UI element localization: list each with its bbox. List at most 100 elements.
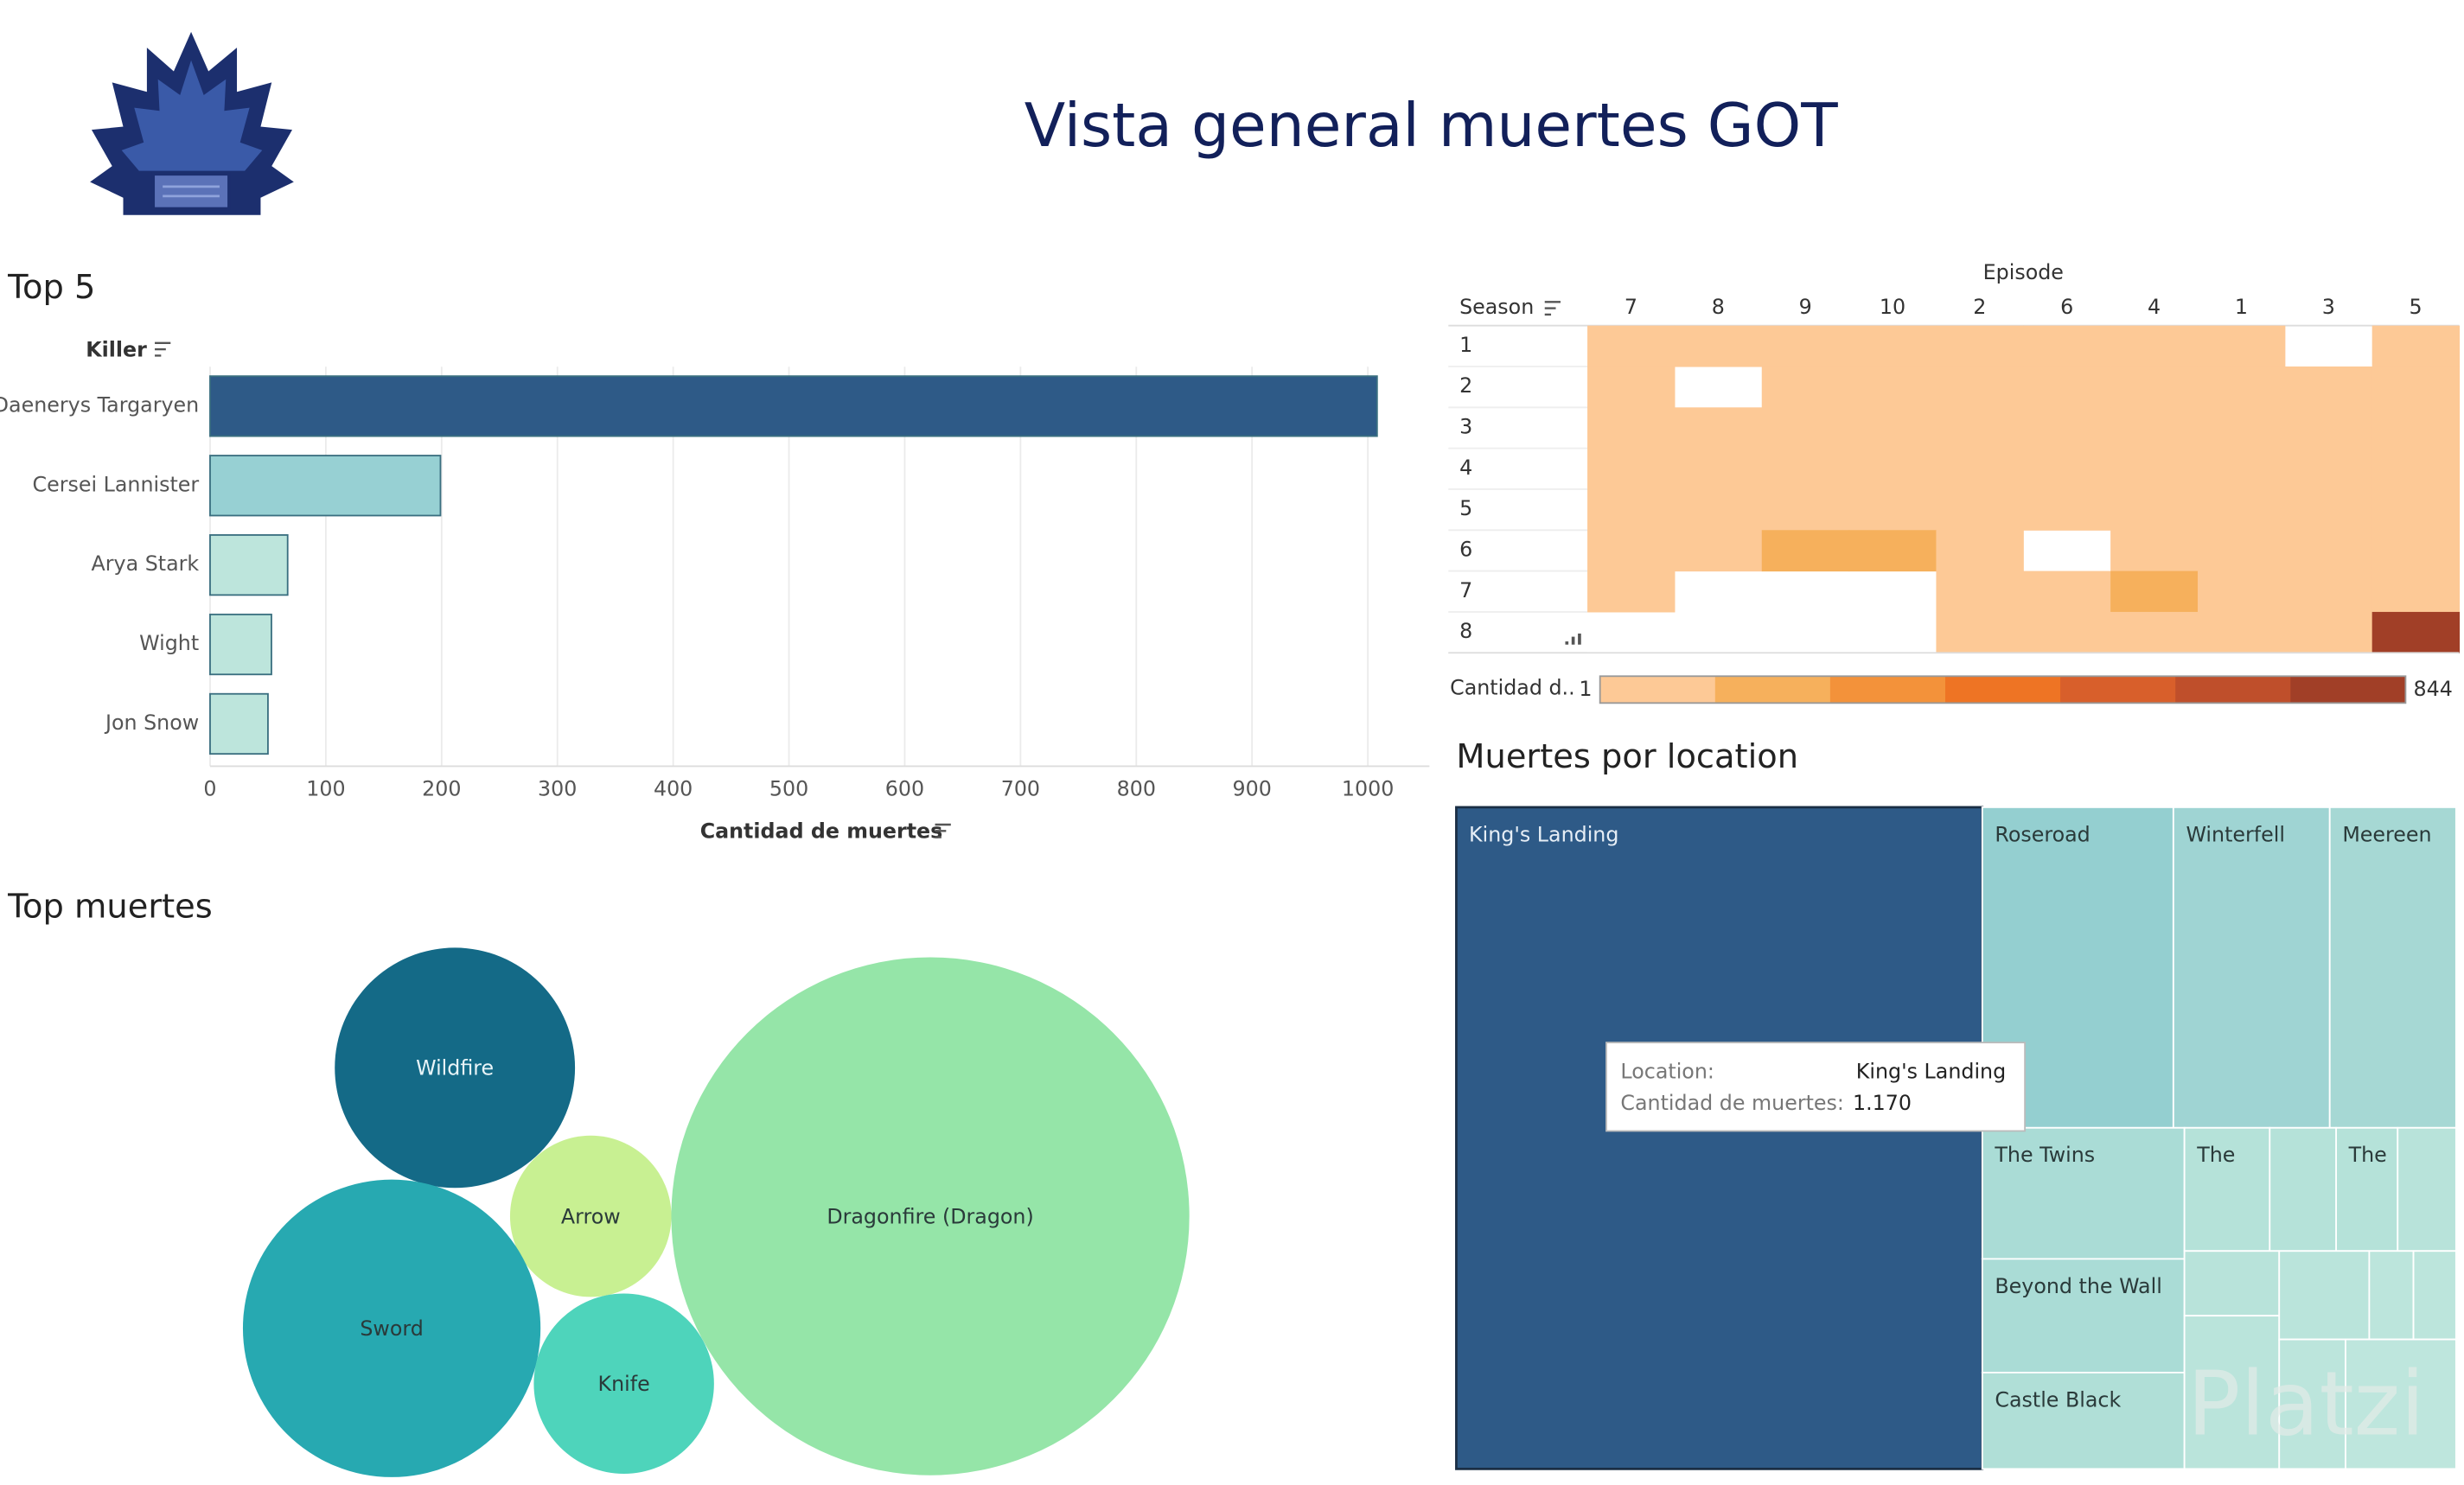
bubble-label: Sword <box>360 1316 423 1341</box>
bubble-label: Wildfire <box>416 1056 494 1080</box>
tooltip-key: Location: <box>1620 1059 1714 1083</box>
heat-cell <box>1587 325 1676 367</box>
size-icon <box>1571 636 1575 645</box>
heat-cell <box>2197 611 2286 653</box>
bubble-label: Knife <box>598 1372 650 1396</box>
treemap-label: The <box>2196 1143 2235 1167</box>
treemap-cell <box>2183 1250 2281 1317</box>
heat-cell <box>1848 448 1937 490</box>
y-axis-label: Killer <box>86 337 147 361</box>
treemap-label: The <box>2348 1143 2387 1167</box>
treemap-label: Winterfell <box>2186 822 2284 846</box>
legend-max: 844 <box>2414 677 2453 701</box>
chart-title: Muertes por location <box>1456 737 1798 776</box>
heat-cell <box>2023 488 2111 531</box>
heat-cell <box>1936 448 2024 490</box>
treemap-cell <box>2328 806 2457 1129</box>
tooltip <box>1605 1042 2027 1132</box>
treemap-cell <box>2183 1315 2281 1470</box>
logo <box>90 31 294 215</box>
heat-cell <box>1674 488 1763 531</box>
treemap-cell <box>2278 1338 2346 1470</box>
x-tick-label: 0 <box>203 776 216 800</box>
y-tick-label: 4 <box>1459 456 1472 480</box>
heat-cell <box>2197 530 2286 572</box>
x-tick-label: 1 <box>2235 295 2248 319</box>
x-axis-label: Cantidad de muertes <box>700 819 943 844</box>
tooltip-value: King's Landing <box>1856 1059 2006 1083</box>
tooltip-key: Cantidad de muertes: <box>1620 1091 1843 1115</box>
y-tick-label: 5 <box>1459 496 1472 520</box>
y-tick-label: Jon Snow <box>104 711 199 735</box>
treemap-cell <box>2278 1250 2371 1341</box>
heat-cell <box>2023 325 2111 367</box>
heat-cell <box>1761 448 1850 490</box>
legend-swatch <box>2175 676 2291 704</box>
heat-cell <box>2023 611 2111 653</box>
y-tick-label: Arya Stark <box>92 551 200 576</box>
heat-cell <box>1936 488 2024 531</box>
x-tick-label: 200 <box>422 776 461 800</box>
heat-cell <box>2110 325 2199 367</box>
y-tick-label: Wight <box>139 631 199 655</box>
heat-cell <box>2023 448 2111 490</box>
treemap-label: King's Landing <box>1469 822 1618 846</box>
y-tick-label: 6 <box>1459 537 1472 561</box>
legend-min: 1 <box>1579 677 1592 701</box>
x-tick-label: 7 <box>1625 295 1637 319</box>
bar <box>209 375 1378 437</box>
bar <box>209 613 272 676</box>
x-tick-label: 500 <box>769 776 808 800</box>
x-tick-label: 800 <box>1117 776 1156 800</box>
x-tick-label: 10 <box>1880 295 1905 319</box>
heat-cell <box>2110 407 2199 449</box>
y-tick-label: Cersei Lannister <box>33 472 200 496</box>
heat-cell <box>1761 366 1850 408</box>
heat-cell <box>2197 448 2286 490</box>
heat-cell <box>2284 366 2373 408</box>
heat-cell <box>2110 570 2199 613</box>
heat-cell <box>2284 611 2373 653</box>
heat-cell <box>2110 448 2199 490</box>
treemap-cell <box>1981 1258 2186 1373</box>
heat-cell <box>2371 611 2461 653</box>
treemap-cell <box>1981 1126 2186 1260</box>
heat-cell <box>1674 407 1763 449</box>
x-tick-label: 100 <box>306 776 345 800</box>
x-axis-label: Episode <box>1983 260 2064 284</box>
treemap-label: Castle Black <box>1995 1387 2121 1412</box>
treemap-label: Roseroad <box>1995 822 2090 846</box>
heat-cell <box>2371 570 2461 613</box>
treemap-cell <box>2183 1126 2271 1252</box>
heat-cell <box>2110 366 2199 408</box>
bubble <box>533 1293 714 1474</box>
bubble <box>335 947 576 1189</box>
x-tick-label: 1000 <box>1342 776 1394 800</box>
heat-cell <box>1587 407 1676 449</box>
legend-swatch <box>2060 676 2176 704</box>
heat-cell <box>1848 530 1937 572</box>
treemap-cell <box>2172 806 2331 1129</box>
dashboard-title: Vista general muertes GOT <box>1025 92 1838 161</box>
treemap-cell <box>2269 1126 2337 1252</box>
heat-cell <box>1761 530 1850 572</box>
legend-swatch <box>1829 676 1946 704</box>
treemap-cell <box>2397 1126 2457 1252</box>
treemap-label: Meereen <box>2342 822 2431 846</box>
size-icon <box>1578 633 1581 645</box>
heat-cell <box>2197 570 2286 613</box>
bar <box>209 534 289 596</box>
heat-cell <box>2284 488 2373 531</box>
heat-cell <box>1761 325 1850 367</box>
heat-cell <box>2197 488 2286 531</box>
chart-title: Top 5 <box>7 268 95 307</box>
legend-swatch <box>1599 676 1716 704</box>
heat-cell <box>2284 530 2373 572</box>
heat-cell <box>1587 530 1676 572</box>
heat-cell <box>2371 530 2461 572</box>
treemap-cell <box>1455 806 1984 1470</box>
bubble-label: Arrow <box>561 1204 621 1228</box>
heat-cell <box>2023 407 2111 449</box>
